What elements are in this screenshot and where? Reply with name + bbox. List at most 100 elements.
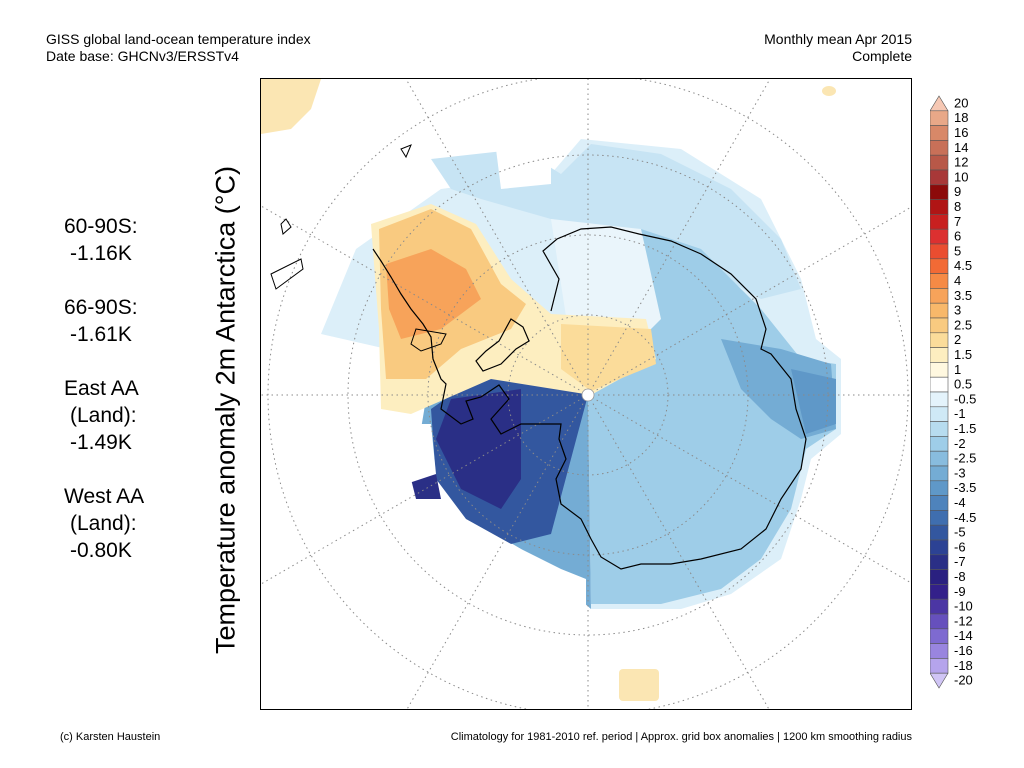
stat-66-90s: 66-90S: -1.61K bbox=[64, 294, 144, 348]
stat-label: 66-90S: bbox=[64, 296, 138, 319]
meridian-line bbox=[405, 79, 589, 396]
stat-east-aa: East AA (Land): -1.49K bbox=[64, 375, 144, 456]
colorbar-swatch bbox=[930, 332, 949, 348]
colorbar-label: -10 bbox=[954, 599, 973, 614]
colorbar-label: -3 bbox=[954, 465, 966, 480]
colorbar-label: 2.5 bbox=[954, 317, 972, 332]
island-coastline bbox=[410, 328, 447, 352]
colorbar-label: -4 bbox=[954, 495, 966, 510]
anomaly-field-weddell bbox=[561, 324, 656, 391]
anomaly-field-west-core bbox=[436, 389, 521, 509]
colorbar-swatch bbox=[930, 480, 949, 496]
stat-label: 60-90S: bbox=[64, 215, 138, 238]
colorbar-swatch bbox=[930, 228, 949, 245]
colorbar-label: 3.5 bbox=[954, 288, 972, 303]
colorbar-swatch bbox=[930, 643, 949, 659]
stat-sublabel: (Land): bbox=[70, 404, 137, 427]
period-label: Monthly mean Apr 2015 bbox=[764, 31, 912, 47]
colorbar-label: -1.5 bbox=[954, 421, 976, 436]
y-axis-label: Temperature anomaly 2m Antarctica (°C) bbox=[210, 166, 241, 654]
stat-60-90s: 60-90S: -1.16K bbox=[64, 213, 144, 267]
colorbar-label: 6 bbox=[954, 229, 961, 244]
colorbar-label: -0.5 bbox=[954, 391, 976, 406]
colorbar-label: 4.5 bbox=[954, 258, 972, 273]
antarctica-coastline bbox=[372, 226, 807, 570]
regional-stats: 60-90S: -1.16K 66-90S: -1.61K East AA (L… bbox=[64, 213, 144, 591]
colorbar-swatch bbox=[930, 465, 949, 482]
anomaly-patch-south bbox=[619, 669, 659, 701]
stat-value: -1.16K bbox=[70, 242, 132, 265]
graticule bbox=[261, 79, 911, 709]
colorbar-cap-top bbox=[930, 95, 949, 112]
methodology-note: Climatology for 1981-2010 ref. period | … bbox=[450, 731, 912, 743]
colorbar-label: -9 bbox=[954, 584, 966, 599]
colorbar-label: 9 bbox=[954, 184, 961, 199]
meridian-line bbox=[406, 394, 589, 709]
colorbar: 201816141210987654.543.532.521.510.5-0.5… bbox=[930, 95, 976, 689]
colorbar-label: 7 bbox=[954, 214, 961, 229]
colorbar-label: 10 bbox=[954, 169, 968, 184]
colorbar-label: 2 bbox=[954, 332, 961, 347]
colorbar-swatch bbox=[930, 391, 949, 408]
anomaly-patch-northwest bbox=[261, 79, 321, 134]
stat-label: East AA bbox=[64, 377, 139, 400]
colorbar-swatch bbox=[930, 554, 949, 570]
colorbar-label: -16 bbox=[954, 643, 973, 658]
colorbar-label: -1 bbox=[954, 406, 966, 421]
colorbar-swatch bbox=[930, 214, 949, 230]
colorbar-label: 14 bbox=[954, 140, 968, 155]
colorbar-swatch bbox=[930, 524, 949, 541]
colorbar-swatch bbox=[930, 140, 949, 156]
colorbar-label: 12 bbox=[954, 155, 968, 170]
island-coastline bbox=[270, 144, 412, 290]
colorbar-swatch bbox=[930, 243, 949, 260]
colorbar-label: -2.5 bbox=[954, 451, 976, 466]
colorbar-label: 1.5 bbox=[954, 347, 972, 362]
colorbar-label: 16 bbox=[954, 125, 968, 140]
colorbar-swatch bbox=[930, 495, 949, 511]
stat-west-aa: West AA (Land): -0.80K bbox=[64, 483, 144, 564]
missing-data-block bbox=[411, 499, 586, 609]
colorbar-label: 3 bbox=[954, 303, 961, 318]
stat-value: -1.61K bbox=[70, 323, 132, 346]
colorbar-swatch bbox=[930, 628, 949, 644]
colorbar-label: -6 bbox=[954, 539, 966, 554]
colorbar-label: 5 bbox=[954, 243, 961, 258]
colorbar-swatch bbox=[930, 569, 949, 585]
chart-header-left: GISS global land-ocean temperature index… bbox=[46, 31, 311, 65]
colorbar-label: -3.5 bbox=[954, 480, 976, 495]
colorbar-label: -20 bbox=[954, 673, 973, 688]
colorbar-swatch bbox=[930, 584, 949, 600]
colorbar-label: -2 bbox=[954, 436, 966, 451]
chart-title: GISS global land-ocean temperature index bbox=[46, 31, 311, 47]
colorbar-swatch bbox=[930, 288, 949, 304]
colorbar-swatch bbox=[930, 658, 949, 674]
polar-map-svg bbox=[261, 79, 911, 709]
colorbar-label: -8 bbox=[954, 569, 966, 584]
colorbar-swatch bbox=[930, 199, 949, 215]
peninsula-coastline bbox=[475, 318, 530, 372]
colorbar-label: -4.5 bbox=[954, 510, 976, 525]
missing-data-block bbox=[496, 144, 551, 189]
colorbar-label: 4 bbox=[954, 273, 961, 288]
colorbar-label: -5 bbox=[954, 525, 966, 540]
colorbar-swatch bbox=[930, 154, 949, 171]
colorbar-swatch bbox=[930, 362, 949, 378]
completeness-label: Complete bbox=[852, 48, 912, 64]
colorbar-label: 20 bbox=[954, 95, 968, 110]
colorbar-swatch bbox=[930, 376, 949, 393]
colorbar-swatch bbox=[930, 421, 949, 437]
polar-map bbox=[260, 78, 912, 710]
colorbar-label: -12 bbox=[954, 613, 973, 628]
anomaly-field-peninsula-hot bbox=[386, 249, 481, 339]
stat-value: -1.49K bbox=[70, 431, 132, 454]
colorbar-label: -7 bbox=[954, 554, 966, 569]
colorbar-label: 8 bbox=[954, 199, 961, 214]
anomaly-patch-small bbox=[822, 86, 836, 96]
colorbar-swatch bbox=[930, 169, 949, 186]
colorbar-label: 0.5 bbox=[954, 377, 972, 392]
colorbar-label: 18 bbox=[954, 110, 968, 125]
chart-header-right: Monthly mean Apr 2015 Complete bbox=[764, 31, 912, 65]
colorbar-swatch bbox=[930, 406, 949, 422]
colorbar-swatch bbox=[930, 510, 949, 526]
